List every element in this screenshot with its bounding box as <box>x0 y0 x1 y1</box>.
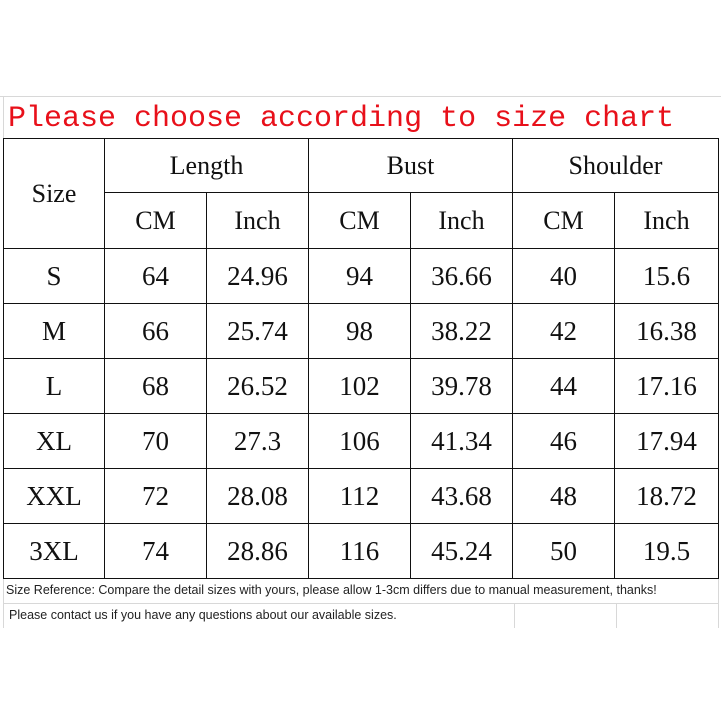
table-row: XL 70 27.3 106 41.34 46 17.94 <box>3 413 719 469</box>
value-cell: 18.72 <box>614 468 719 524</box>
shoulder-header: Shoulder <box>512 138 719 193</box>
size-cell: XXL <box>3 468 105 524</box>
bust-header: Bust <box>308 138 513 193</box>
value-cell: 43.68 <box>410 468 513 524</box>
sheet-gridline <box>718 578 719 628</box>
sheet-gridline <box>3 578 4 628</box>
unit-header: Inch <box>614 192 719 249</box>
value-cell: 41.34 <box>410 413 513 469</box>
unit-header: CM <box>512 192 615 249</box>
value-cell: 26.52 <box>206 358 309 414</box>
value-cell: 68 <box>104 358 207 414</box>
value-cell: 39.78 <box>410 358 513 414</box>
length-header: Length <box>104 138 309 193</box>
table-row: S 64 24.96 94 36.66 40 15.6 <box>3 248 719 304</box>
sheet-gridline <box>514 603 515 628</box>
value-cell: 66 <box>104 303 207 359</box>
value-cell: 25.74 <box>206 303 309 359</box>
unit-header: Inch <box>206 192 309 249</box>
value-cell: 116 <box>308 523 411 579</box>
value-cell: 50 <box>512 523 615 579</box>
size-cell: XL <box>3 413 105 469</box>
unit-header: CM <box>104 192 207 249</box>
value-cell: 106 <box>308 413 411 469</box>
header-row-groups: Size Length Bust Shoulder <box>3 138 719 249</box>
value-cell: 64 <box>104 248 207 304</box>
header-row-units: CM Inch CM Inch CM Inch <box>4 192 719 249</box>
value-cell: 45.24 <box>410 523 513 579</box>
table-row: M 66 25.74 98 38.22 42 16.38 <box>3 303 719 359</box>
value-cell: 94 <box>308 248 411 304</box>
value-cell: 17.16 <box>614 358 719 414</box>
value-cell: 112 <box>308 468 411 524</box>
value-cell: 28.86 <box>206 523 309 579</box>
value-cell: 42 <box>512 303 615 359</box>
sheet-gridline <box>3 96 4 138</box>
value-cell: 19.5 <box>614 523 719 579</box>
value-cell: 36.66 <box>410 248 513 304</box>
value-cell: 27.3 <box>206 413 309 469</box>
value-cell: 17.94 <box>614 413 719 469</box>
sheet-gridline <box>3 603 718 604</box>
sheet-gridline <box>616 603 617 628</box>
size-cell: M <box>3 303 105 359</box>
value-cell: 24.96 <box>206 248 309 304</box>
value-cell: 46 <box>512 413 615 469</box>
size-reference-note: Size Reference: Compare the detail sizes… <box>6 583 657 597</box>
value-cell: 16.38 <box>614 303 719 359</box>
sheet-gridline <box>0 96 721 97</box>
value-cell: 70 <box>104 413 207 469</box>
value-cell: 38.22 <box>410 303 513 359</box>
unit-header: CM <box>308 192 411 249</box>
value-cell: 102 <box>308 358 411 414</box>
size-header: Size <box>3 138 105 249</box>
unit-header: Inch <box>410 192 513 249</box>
value-cell: 74 <box>104 523 207 579</box>
table-row: 3XL 74 28.86 116 45.24 50 19.5 <box>3 523 719 579</box>
size-cell: 3XL <box>3 523 105 579</box>
value-cell: 40 <box>512 248 615 304</box>
value-cell: 98 <box>308 303 411 359</box>
chart-title: Please choose according to size chart <box>8 102 675 136</box>
value-cell: 48 <box>512 468 615 524</box>
value-cell: 15.6 <box>614 248 719 304</box>
size-cell: S <box>3 248 105 304</box>
value-cell: 28.08 <box>206 468 309 524</box>
size-cell: L <box>3 358 105 414</box>
contact-note: Please contact us if you have any questi… <box>9 608 397 622</box>
value-cell: 72 <box>104 468 207 524</box>
size-table: Size Length Bust Shoulder CM Inch CM Inc… <box>3 138 719 579</box>
table-row: L 68 26.52 102 39.78 44 17.16 <box>3 358 719 414</box>
table-row: XXL 72 28.08 112 43.68 48 18.72 <box>3 468 719 524</box>
value-cell: 44 <box>512 358 615 414</box>
